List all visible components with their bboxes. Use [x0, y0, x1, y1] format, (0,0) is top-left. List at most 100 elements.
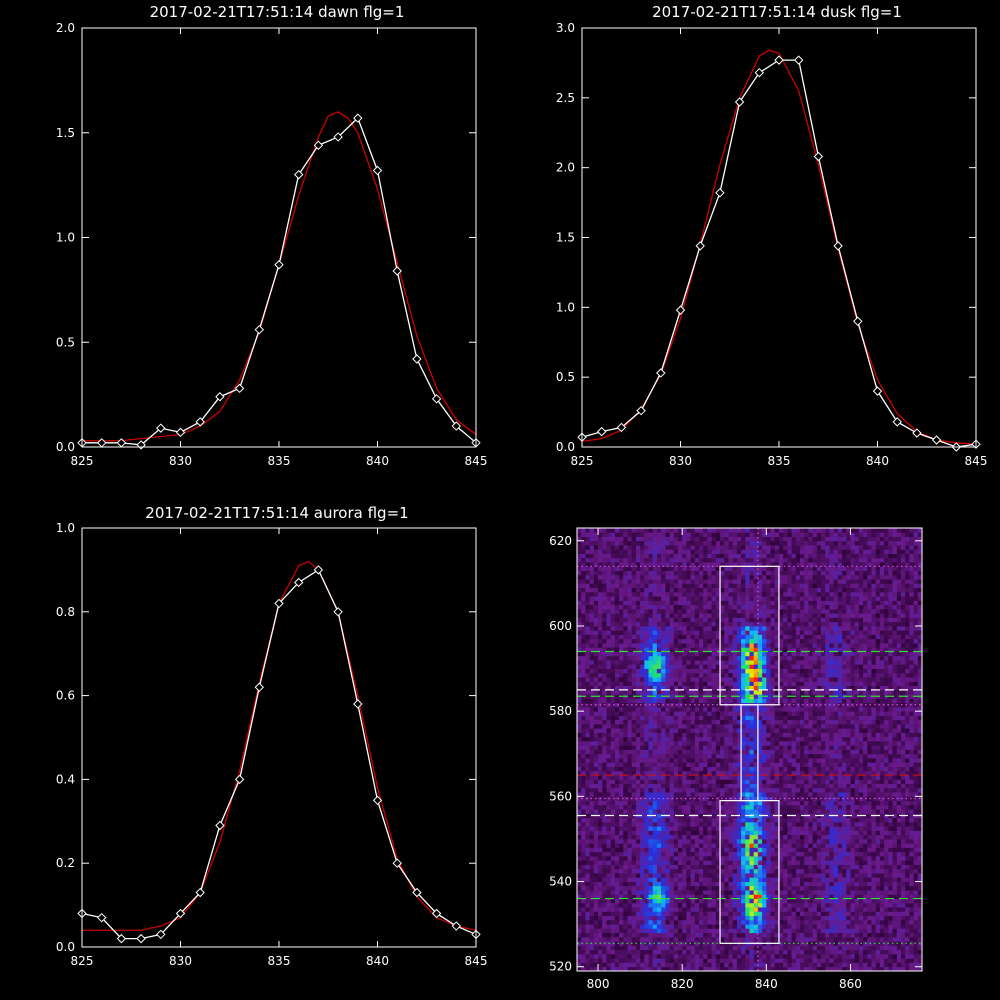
heatmap-cell [635, 860, 641, 865]
heatmap-cell [690, 736, 696, 742]
heatmap-cell [795, 966, 801, 972]
heatmap-cell [812, 962, 818, 968]
heatmap-cell [837, 813, 843, 819]
dawn-xtick-label: 840 [366, 454, 389, 468]
heatmap-cell [623, 856, 628, 861]
heatmap-cell [593, 762, 599, 767]
heatmap-cell [846, 817, 851, 823]
heatmap-cell [888, 826, 893, 831]
heatmap-cell [783, 911, 788, 917]
heatmap-cell [669, 830, 675, 836]
heatmap-cell [757, 783, 763, 789]
heatmap-cell [842, 762, 847, 767]
heatmap-cell [871, 881, 877, 887]
heatmap-cell [741, 898, 746, 904]
heatmap-cell [774, 732, 780, 738]
heatmap-cell [787, 762, 793, 767]
heatmap-cell [863, 873, 868, 878]
heatmap-cell [753, 728, 759, 733]
heatmap-cell [875, 915, 881, 921]
heatmap-cell [842, 949, 847, 955]
heatmap-cell [905, 787, 910, 793]
heatmap-cell [846, 949, 851, 955]
heatmap-cell [858, 915, 864, 921]
heatmap-cell [808, 826, 814, 831]
heatmap-cell [800, 919, 805, 925]
heatmap-cell [686, 911, 692, 917]
heatmap-cell [724, 847, 729, 853]
heatmap-cell [690, 800, 696, 806]
heatmap-cell [757, 902, 763, 908]
heatmap-cell [825, 847, 830, 853]
heatmap-cell [825, 860, 830, 865]
heatmap-cell [884, 753, 889, 759]
heatmap-cell [917, 762, 923, 767]
heatmap-cell [678, 907, 683, 912]
heatmap-cell [652, 804, 658, 810]
heatmap-cell [732, 894, 738, 899]
heatmap-cell [652, 894, 658, 899]
heatmap-cell [884, 924, 889, 929]
heatmap-cell [682, 800, 687, 806]
heatmap-cell [686, 839, 692, 844]
heatmap-cell [808, 732, 814, 738]
heatmap-cell [694, 932, 700, 938]
aurora-data-point [372, 795, 383, 806]
heatmap-cell [715, 966, 721, 972]
heatmap-cell [787, 924, 793, 929]
heatmap-cell [682, 868, 687, 874]
heatmap-cell [736, 830, 742, 836]
heatmap-cell [724, 753, 729, 759]
heatmap-cell [879, 787, 885, 793]
heatmap-cell [593, 830, 599, 836]
heatmap-cell [837, 804, 843, 810]
heatmap-cell [640, 809, 645, 814]
heatmap-cell [795, 949, 801, 955]
heatmap-cell [728, 813, 734, 819]
heatmap-cell [791, 864, 797, 870]
aurora-data-point [136, 933, 146, 944]
heatmap-cell [707, 902, 713, 908]
heatmap-cell [593, 723, 599, 729]
heatmap-cell [867, 873, 872, 878]
heatmap-cell [787, 945, 793, 951]
heatmap-cell [858, 843, 864, 848]
heatmap-cell [909, 766, 915, 772]
heatmap-cell [875, 753, 881, 759]
heatmap-cell [800, 779, 805, 784]
heatmap-cell [892, 915, 898, 921]
heatmap-cell [896, 817, 902, 823]
heatmap-cell [602, 732, 607, 738]
heatmap-cell [703, 966, 708, 972]
heatmap-cell [779, 732, 784, 738]
heatmap-cell [720, 936, 725, 942]
heatmap-cell [779, 860, 784, 865]
heatmap-cell [892, 932, 898, 938]
heatmap-cell [783, 719, 788, 725]
heatmap-cell [585, 826, 591, 831]
heatmap-cell [791, 898, 797, 904]
heatmap-cell [905, 954, 910, 959]
heatmap-cell [901, 732, 906, 738]
heatmap-cell [787, 890, 793, 895]
heatmap-cell [842, 924, 847, 929]
dusk-data-point [734, 97, 745, 107]
heatmap-cell [837, 783, 843, 789]
heatmap-cell [678, 868, 683, 874]
heatmap-cell [787, 736, 793, 742]
heatmap-cell [774, 745, 780, 750]
heatmap-cell [808, 783, 814, 789]
heatmap-cell [686, 915, 692, 921]
heatmap-cell [703, 877, 708, 882]
heatmap-cell [661, 898, 666, 904]
heatmap-cell [728, 779, 734, 784]
heatmap-cell [757, 766, 763, 772]
heatmap-cell [791, 954, 797, 959]
heatmap-cell [720, 864, 725, 870]
heatmap-cell [581, 962, 586, 968]
heatmap-cell [800, 890, 805, 895]
heatmap-cell [598, 809, 603, 814]
heatmap-cell [808, 749, 814, 755]
heatmap-cell [901, 856, 906, 861]
